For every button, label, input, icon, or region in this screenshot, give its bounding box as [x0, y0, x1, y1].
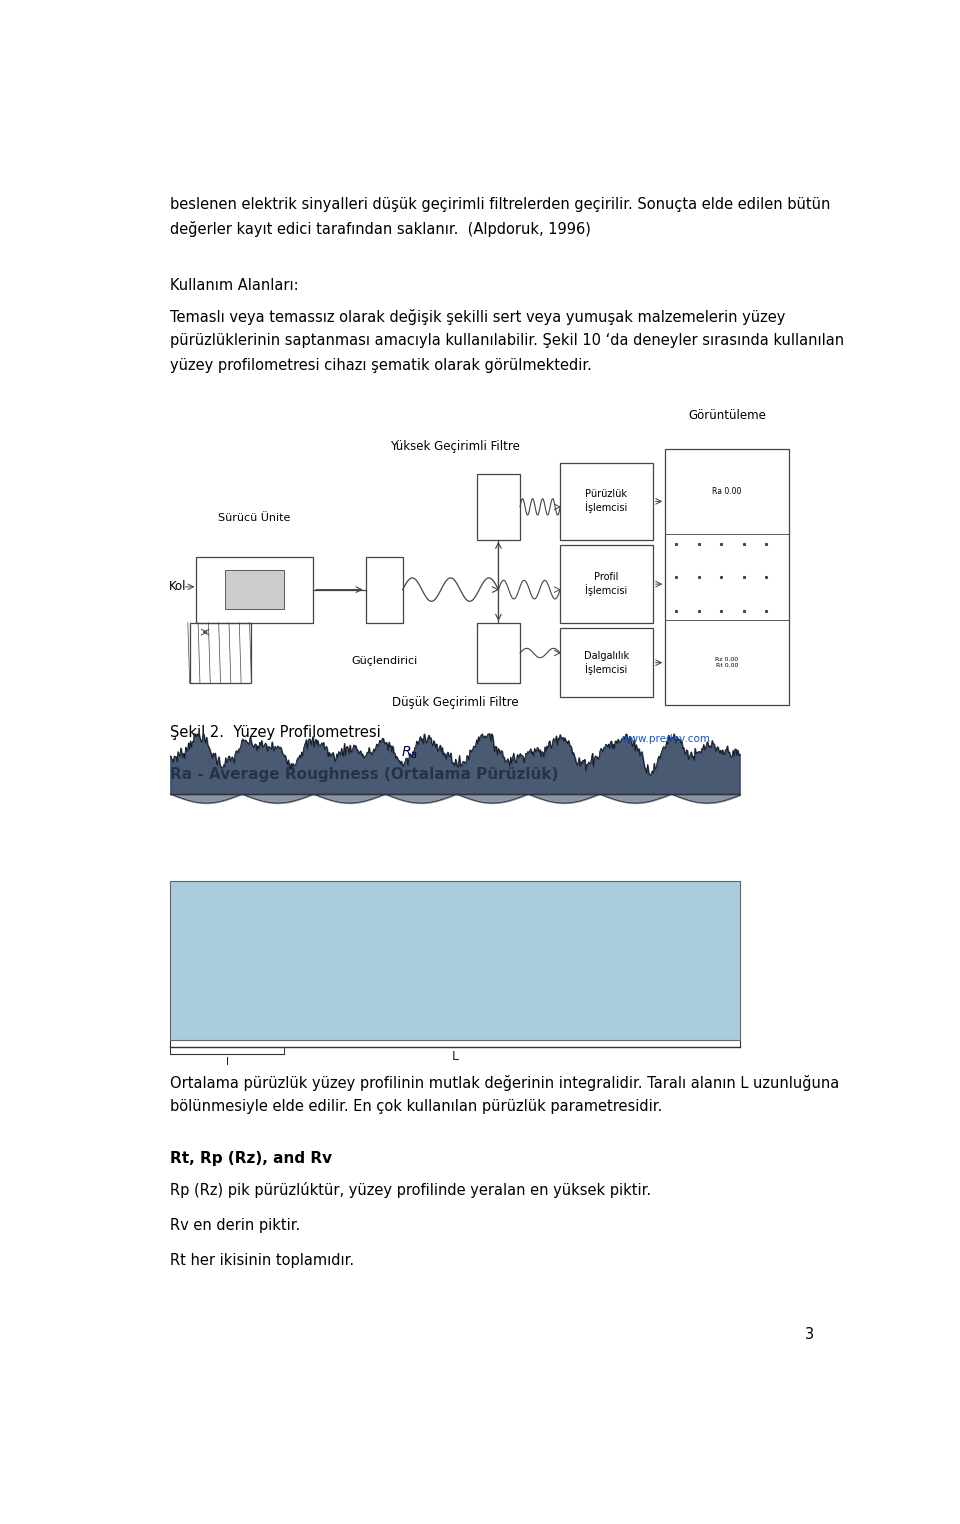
Text: $R_a$: $R_a$	[401, 744, 418, 760]
Text: bölünmesiyle elde edilir. En çok kullanılan pürüzlük parametresidir.: bölünmesiyle elde edilir. En çok kullanı…	[170, 1099, 662, 1114]
Text: Yüksek Geçirimli Filtre: Yüksek Geçirimli Filtre	[391, 440, 520, 453]
Text: Ra 0.00: Ra 0.00	[712, 488, 742, 497]
Text: Ortalama pürüzlük yüzey profilinin mutlak değerinin integralidir. Taralı alanın : Ortalama pürüzlük yüzey profilinin mutla…	[170, 1074, 840, 1091]
Text: 3: 3	[804, 1327, 814, 1343]
Text: Kullanım Alanları:: Kullanım Alanları:	[170, 277, 299, 293]
Bar	[665, 450, 789, 706]
Text: Güçlendirici: Güçlendirici	[351, 657, 418, 666]
Bar	[366, 556, 402, 623]
Bar	[196, 556, 313, 623]
Text: Rp (Rz) pik pürüzlúktür, yüzey profilinde yeralan en yüksek piktir.: Rp (Rz) pik pürüzlúktür, yüzey profilind…	[170, 1183, 652, 1198]
Text: Profil
İşlemcisi: Profil İşlemcisi	[586, 572, 628, 596]
Text: Rv en derin piktir.: Rv en derin piktir.	[170, 1218, 300, 1233]
Text: pürüzlüklerinin saptanması amacıyla kullanılabilir. Şekil 10 ‘da deneyler sırası: pürüzlüklerinin saptanması amacıyla kull…	[170, 334, 845, 349]
Bar	[561, 546, 653, 623]
Text: Şekil 2.  Yüzey Profilometresi: Şekil 2. Yüzey Profilometresi	[170, 725, 381, 741]
Text: L: L	[451, 1050, 459, 1064]
Text: Temaslı veya temassız olarak değişik şekilli sert veya yumuşak malzemelerin yüze: Temaslı veya temassız olarak değişik şek…	[170, 309, 785, 325]
Text: Ra - Average Roughness (Ortalama Pürüzlük): Ra - Average Roughness (Ortalama Pürüzlü…	[170, 767, 559, 782]
Bar	[477, 474, 520, 539]
Bar	[170, 881, 739, 1039]
Bar	[561, 628, 653, 696]
Text: yüzey profilometresi cihazı şematik olarak görülmektedir.: yüzey profilometresi cihazı şematik olar…	[170, 358, 592, 373]
Text: Dalgalılık
İşlemcisi: Dalgalılık İşlemcisi	[584, 651, 629, 675]
Text: beslenen elektrik sinyalleri düşük geçirimli filtrelerden geçirilir. Sonuçta eld: beslenen elektrik sinyalleri düşük geçir…	[170, 197, 830, 212]
Bar	[477, 623, 520, 683]
Text: Pürüzlük
İşlemcisi: Pürüzlük İşlemcisi	[586, 489, 628, 514]
Bar	[190, 623, 252, 683]
Text: Sürücü Ünite: Sürücü Ünite	[218, 514, 291, 523]
Text: www.predev.com: www.predev.com	[621, 733, 710, 744]
Bar	[561, 463, 653, 539]
Text: Düşük Geçirimli Filtre: Düşük Geçirimli Filtre	[392, 696, 518, 709]
Bar	[226, 570, 284, 610]
Text: Kol: Kol	[169, 581, 186, 593]
Text: değerler kayıt edici tarafından saklanır.  (Alpdoruk, 1996): değerler kayıt edici tarafından saklanır…	[170, 221, 591, 238]
Text: l: l	[226, 1058, 228, 1067]
Text: Rz 0.00
Rt 0.00: Rz 0.00 Rt 0.00	[715, 657, 738, 668]
Text: Rt, Rp (Rz), and Rv: Rt, Rp (Rz), and Rv	[170, 1152, 332, 1166]
Text: Rt her ikisinin toplamıdır.: Rt her ikisinin toplamıdır.	[170, 1253, 354, 1268]
Text: Görüntüleme: Görüntüleme	[688, 410, 766, 422]
